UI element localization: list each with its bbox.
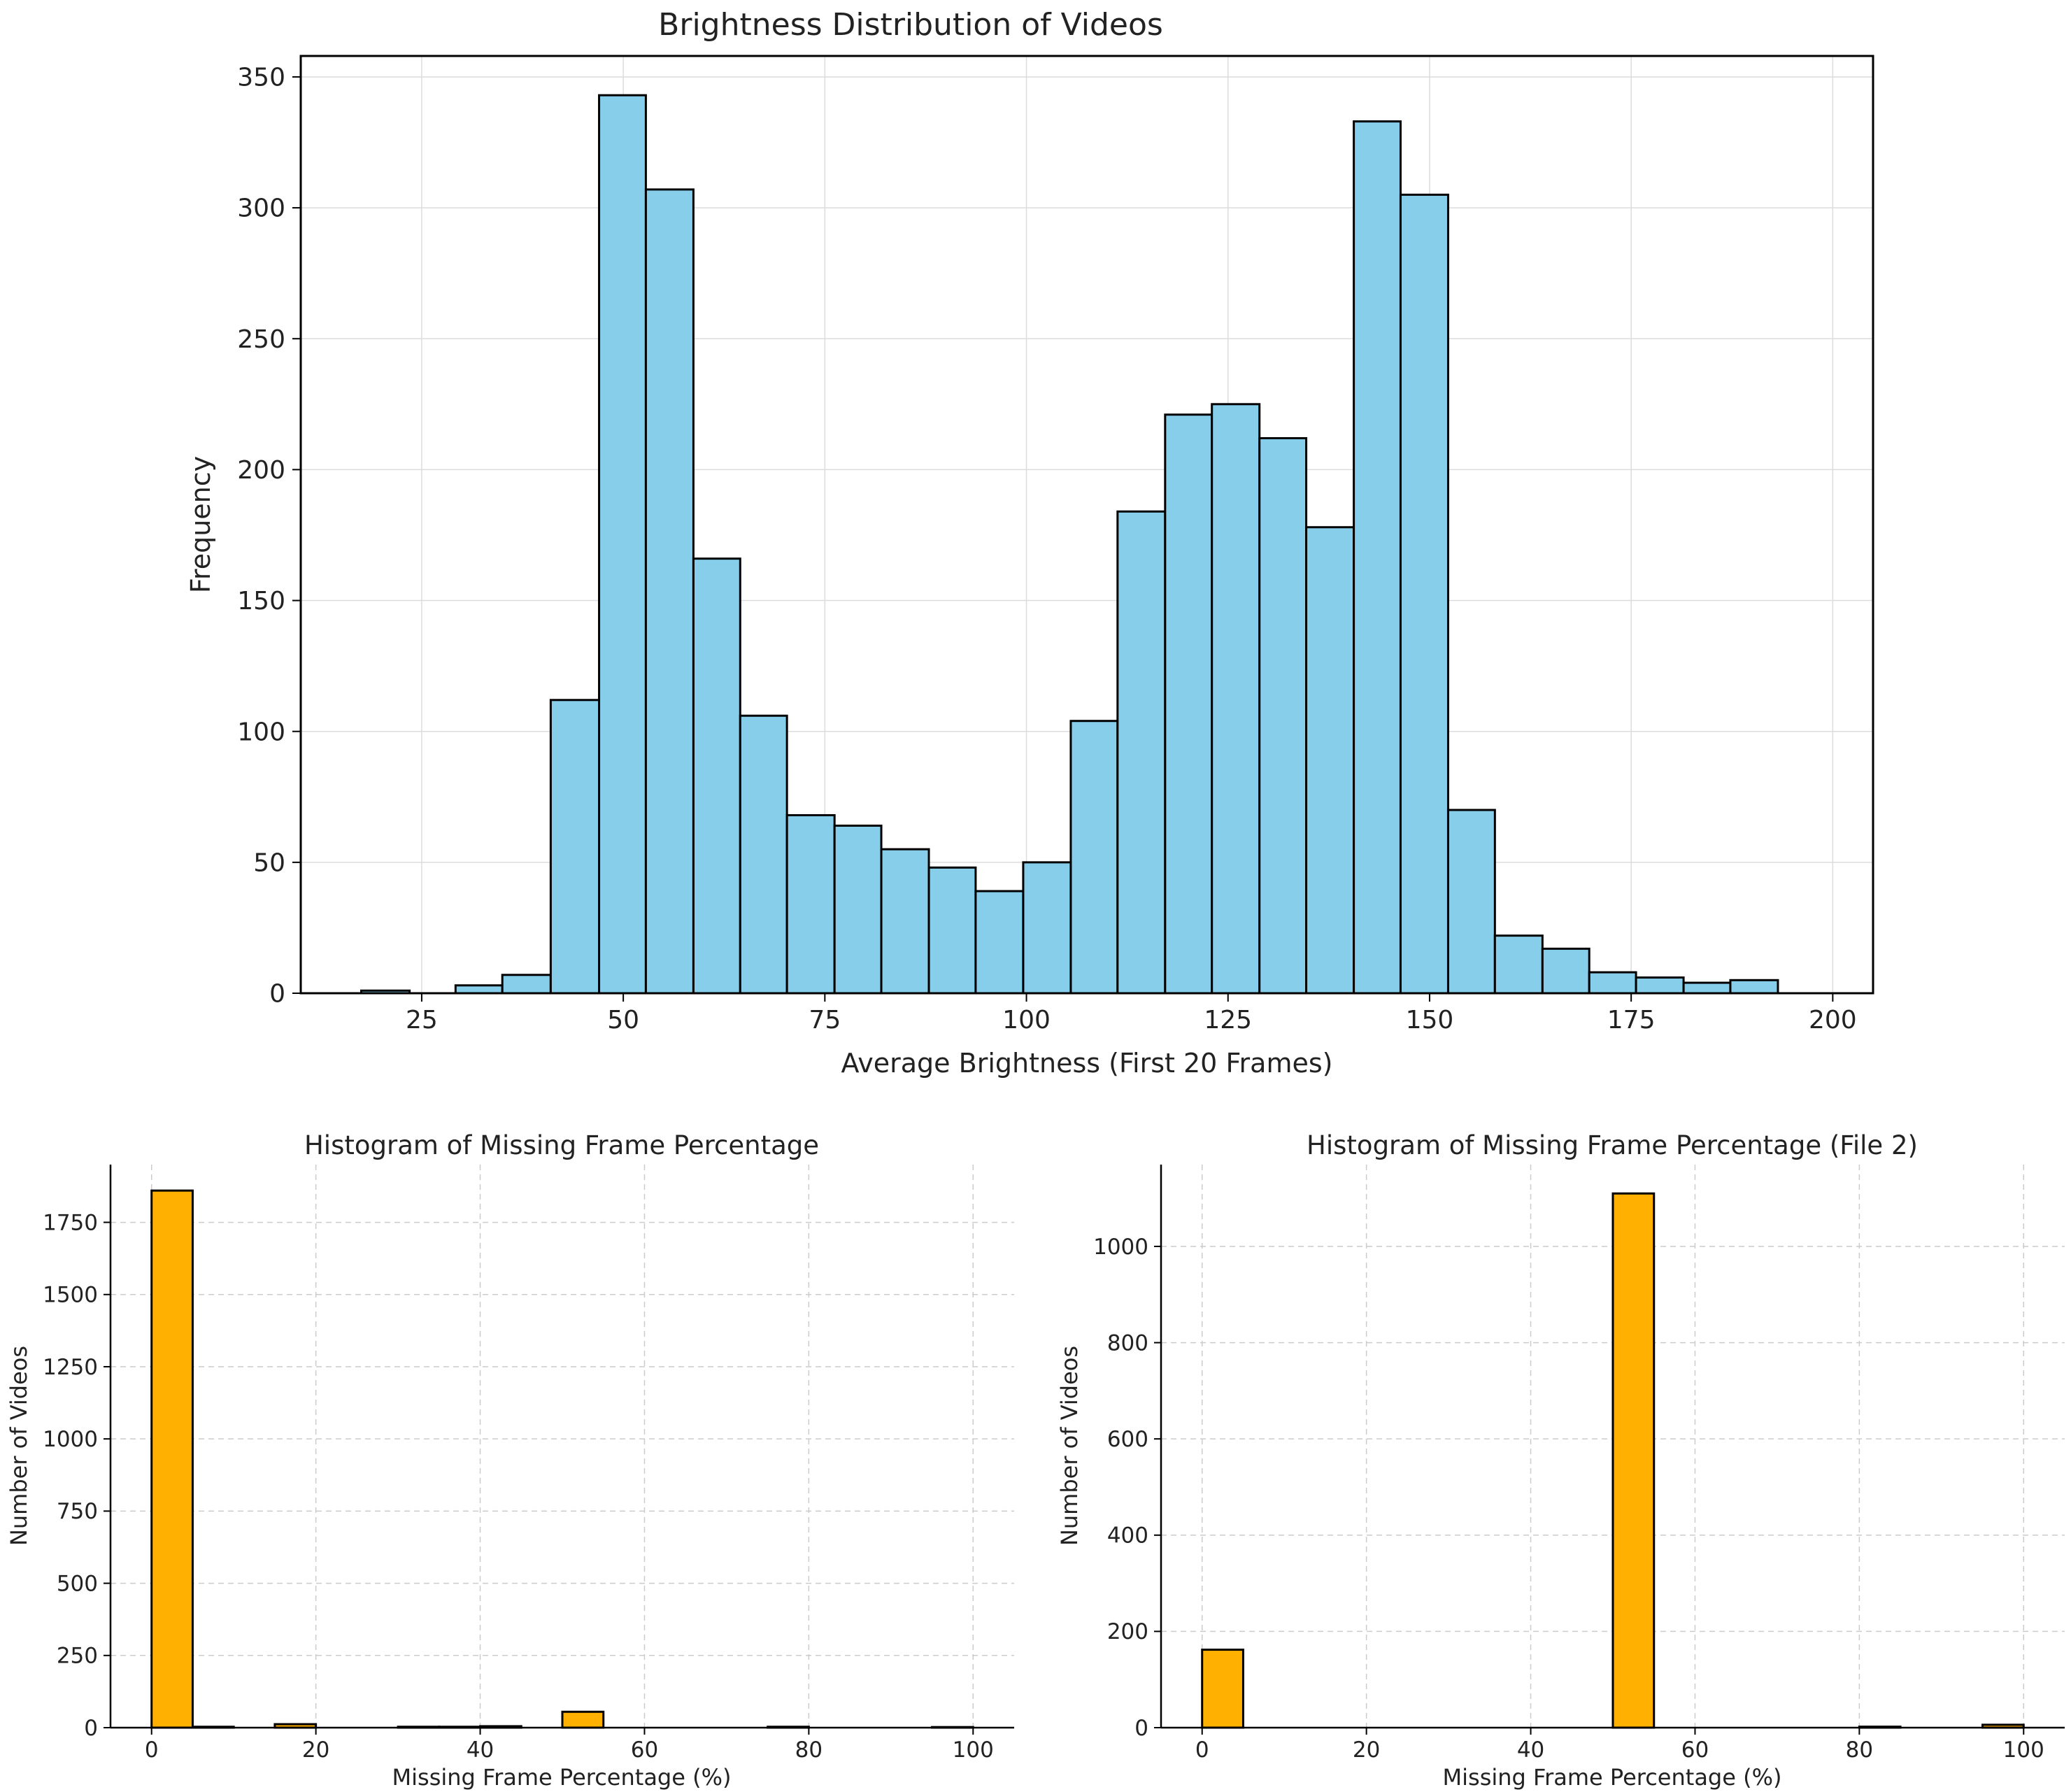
brightness-chart-bar <box>1022 861 1072 995</box>
missing-frames-chart-y-tick-label: 1750 <box>43 1210 98 1235</box>
missing-frames-chart-x-tick-label: 20 <box>302 1737 329 1763</box>
missing-frames-file2-chart-bar <box>1611 1192 1656 1729</box>
missing-frames-chart-x-tick-label: 100 <box>953 1737 994 1763</box>
missing-frames-file2-chart-x-tick-label: 80 <box>1846 1737 1873 1763</box>
brightness-chart-y-tick-label: 50 <box>253 848 285 877</box>
missing-frames-file2-chart-x-label: Missing Frame Percentage (%) <box>1443 1764 1782 1791</box>
brightness-chart-y-tick-label: 300 <box>237 194 285 223</box>
brightness-chart-bar <box>1729 979 1779 995</box>
brightness-chart-bar <box>1493 934 1544 995</box>
missing-frames-chart-y-tick-label: 1000 <box>43 1427 98 1452</box>
missing-frames-chart: Histogram of Missing Frame Percentage 0 2… <box>6 1130 1014 1791</box>
missing-frames-file2-chart-y-tick-label: 600 <box>1107 1427 1148 1452</box>
missing-frames-chart-y-tick-label: 0 <box>84 1716 98 1741</box>
brightness-chart-x-tick-label: 125 <box>1204 1006 1252 1034</box>
brightness-chart-y-tick-label: 0 <box>269 980 285 1009</box>
missing-frames-file2-chart: Histogram of Missing Frame Percentage (F… <box>1056 1130 2065 1791</box>
brightness-chart: Brightness Distribution of Videos 25 50 75… <box>185 7 1874 1079</box>
missing-frames-chart-y-tick-label: 250 <box>57 1644 98 1669</box>
brightness-chart-x-tick-label: 200 <box>1809 1006 1857 1034</box>
brightness-chart-bar <box>1258 436 1308 995</box>
missing-frames-chart-y-label: Number of Videos <box>6 1346 32 1546</box>
brightness-chart-bar <box>1353 120 1402 995</box>
brightness-chart-y-tick-label: 350 <box>237 64 285 92</box>
brightness-chart-bar <box>501 974 552 995</box>
missing-frames-chart-x-tick-label: 80 <box>795 1737 823 1763</box>
brightness-chart-y-tick-label: 100 <box>237 718 285 746</box>
brightness-chart-bar <box>1069 720 1119 995</box>
brightness-chart-bar <box>1541 947 1590 995</box>
brightness-chart-x-tick-label: 175 <box>1607 1006 1656 1034</box>
missing-frames-chart-bars <box>150 1189 974 1729</box>
missing-frames-file2-chart-bar <box>1201 1649 1244 1729</box>
brightness-chart-bar <box>598 94 647 995</box>
brightness-chart-bar <box>1588 971 1637 995</box>
brightness-chart-bar <box>927 866 977 995</box>
brightness-chart-x-label: Average Brightness (First 20 Frames) <box>841 1048 1333 1079</box>
missing-frames-file2-chart-y-tick-label: 200 <box>1107 1619 1148 1644</box>
missing-frames-file2-chart-y-tick-label: 800 <box>1107 1330 1148 1356</box>
brightness-chart-bar <box>454 984 504 995</box>
missing-frames-chart-y-tick-label: 500 <box>57 1571 98 1596</box>
missing-frames-chart-grid <box>111 1165 1014 1728</box>
brightness-chart-y-tick-label: 200 <box>237 456 285 485</box>
missing-frames-chart-bar <box>561 1710 605 1729</box>
missing-frames-file2-chart-y-tick-label: 1000 <box>1093 1235 1148 1260</box>
brightness-chart-x-tick-label: 25 <box>406 1006 438 1034</box>
missing-frames-chart-y-tick-label: 1500 <box>43 1283 98 1308</box>
missing-frames-chart-x-label: Missing Frame Percentage (%) <box>392 1764 732 1791</box>
brightness-chart-ticks: 25 50 75 100 125 150 175 200 0 50 100 150 200 250 300 3… <box>237 64 1856 1034</box>
brightness-chart-x-tick-label: 50 <box>607 1006 639 1034</box>
brightness-chart-bar <box>785 813 836 995</box>
brightness-chart-y-label: Frequency <box>185 456 216 593</box>
brightness-chart-bar <box>833 824 883 995</box>
brightness-chart-bar <box>1211 403 1261 995</box>
missing-frames-file2-chart-x-tick-label: 60 <box>1681 1737 1709 1763</box>
missing-frames-file2-chart-y-tick-label: 400 <box>1107 1523 1148 1549</box>
missing-frames-file2-chart-y-tick-label: 0 <box>1134 1716 1148 1741</box>
missing-frames-file2-chart-title: Histogram of Missing Frame Percentage (F… <box>1307 1130 1918 1160</box>
brightness-chart-bar <box>692 557 741 995</box>
brightness-chart-bar <box>1164 413 1214 995</box>
brightness-chart-bar <box>549 699 601 995</box>
brightness-chart-bar <box>1116 510 1167 995</box>
missing-frames-chart-x-tick-label: 40 <box>467 1737 494 1763</box>
missing-frames-chart-y-tick-label: 1250 <box>43 1355 98 1380</box>
brightness-chart-y-tick-label: 250 <box>237 325 285 354</box>
missing-frames-chart-x-tick-label: 0 <box>145 1737 159 1763</box>
brightness-chart-bar <box>1305 526 1355 995</box>
missing-frames-file2-chart-x-tick-label: 0 <box>1195 1737 1209 1763</box>
brightness-chart-x-tick-label: 150 <box>1406 1006 1454 1034</box>
missing-frames-file2-chart-x-tick-label: 100 <box>2003 1737 2044 1763</box>
brightness-chart-frame <box>299 55 1874 995</box>
brightness-chart-bar <box>644 188 695 995</box>
brightness-chart-bar <box>1682 981 1732 995</box>
brightness-chart-bar <box>974 890 1025 995</box>
brightness-chart-title: Brightness Distribution of Videos <box>658 7 1163 43</box>
brightness-chart-bars <box>360 94 1779 995</box>
missing-frames-file2-chart-x-tick-label: 20 <box>1353 1737 1380 1763</box>
brightness-chart-y-tick-label: 150 <box>237 587 285 616</box>
missing-frames-chart-title: Histogram of Missing Frame Percentage <box>304 1130 819 1160</box>
missing-frames-file2-chart-x-tick-label: 40 <box>1517 1737 1544 1763</box>
brightness-chart-bar <box>1399 193 1449 995</box>
brightness-chart-bar <box>1446 809 1496 995</box>
missing-frames-chart-x-tick-label: 60 <box>631 1737 658 1763</box>
brightness-chart-bar <box>880 848 930 995</box>
missing-frames-file2-chart-y-label: Number of Videos <box>1056 1346 1083 1546</box>
brightness-chart-x-tick-label: 100 <box>1002 1006 1051 1034</box>
brightness-chart-x-tick-label: 75 <box>809 1006 841 1034</box>
brightness-chart-bar <box>739 714 788 995</box>
missing-frames-chart-bar <box>150 1189 194 1729</box>
missing-frames-chart-y-tick-label: 750 <box>57 1499 98 1524</box>
missing-frames-file2-chart-bars <box>1201 1192 2025 1729</box>
brightness-chart-bar <box>1635 976 1685 995</box>
